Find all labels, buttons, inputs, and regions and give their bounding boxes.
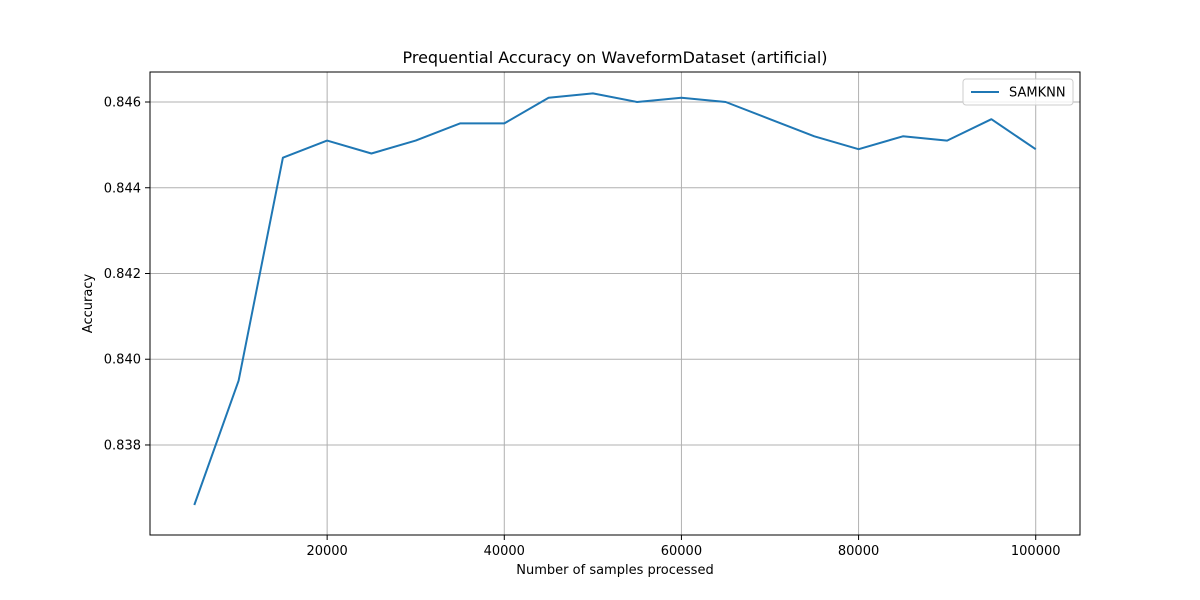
x-tick-label: 40000 [484, 544, 525, 559]
line-layer [193, 92, 1037, 506]
plot-frame [149, 71, 1081, 536]
y-tick-label: 0.842 [104, 267, 141, 282]
x-tick-label: 80000 [838, 544, 879, 559]
x-tick-label: 20000 [306, 544, 347, 559]
legend-box [962, 78, 1074, 106]
y-tick-label: 0.838 [104, 438, 141, 453]
x-axis-label: Number of samples processed [516, 563, 713, 578]
y-tick-label: 0.846 [104, 96, 141, 111]
y-tick-label: 0.840 [104, 353, 141, 368]
series-line-samknn [193, 92, 1037, 506]
chart-title: Prequential Accuracy on WaveformDataset … [402, 48, 827, 67]
legend: SAMKNN [962, 78, 1074, 106]
x-tick-label: 100000 [1011, 544, 1061, 559]
grid-layer [150, 72, 1080, 535]
x-tick-label: 60000 [661, 544, 702, 559]
y-tick-label: 0.844 [104, 181, 141, 196]
legend-label-samknn: SAMKNN [1009, 86, 1066, 101]
y-axis-label: Accuracy [81, 274, 96, 334]
tick-layer: 20000 40000 60000 80000 100000 0.838 0.840 0.84… [104, 96, 1061, 559]
